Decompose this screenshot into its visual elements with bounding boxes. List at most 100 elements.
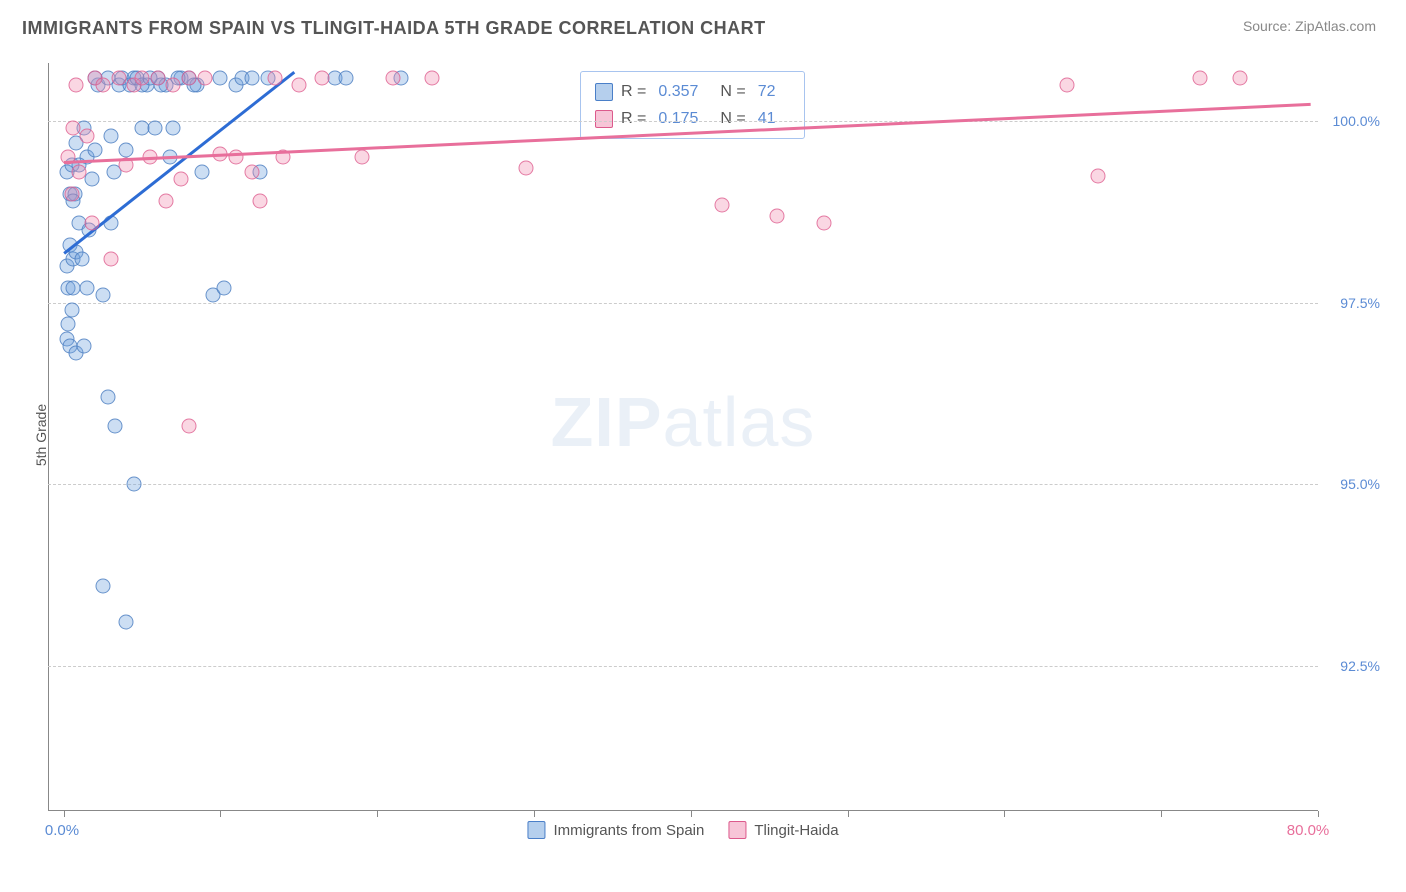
legend-swatch-pink — [595, 110, 613, 128]
scatter-point — [103, 128, 118, 143]
x-tick — [377, 811, 378, 817]
scatter-point — [66, 121, 81, 136]
scatter-point — [166, 121, 181, 136]
scatter-point — [354, 150, 369, 165]
legend-swatch-blue — [595, 83, 613, 101]
scatter-point — [64, 302, 79, 317]
scatter-point — [77, 339, 92, 354]
x-axis-label-left: 0.0% — [45, 822, 79, 839]
x-axis-line — [48, 810, 1318, 811]
scatter-point — [80, 128, 95, 143]
scatter-point — [174, 172, 189, 187]
legend-n-value-blue: 72 — [758, 78, 776, 105]
series-name-pink: Tlingit-Haida — [754, 822, 838, 839]
scatter-point — [66, 281, 81, 296]
scatter-point — [80, 281, 95, 296]
legend-r-value-blue: 0.357 — [658, 78, 698, 105]
legend-n-label: N = — [720, 105, 745, 132]
x-tick — [1161, 811, 1162, 817]
chart-header: IMMIGRANTS FROM SPAIN VS TLINGIT-HAIDA 5… — [0, 0, 1406, 49]
legend-swatch-blue — [527, 821, 545, 839]
gridline-h — [48, 121, 1318, 122]
scatter-point — [69, 77, 84, 92]
source-label: Source: — [1243, 18, 1291, 34]
scatter-point — [315, 70, 330, 85]
scatter-point — [385, 70, 400, 85]
chart-container: 5th Grade ZIPatlas R = 0.357 N = 72 R = … — [40, 55, 1390, 815]
x-tick — [848, 811, 849, 817]
legend-r-label: R = — [621, 78, 646, 105]
scatter-point — [119, 615, 134, 630]
scatter-point — [817, 215, 832, 230]
y-axis-title: 5th Grade — [33, 404, 49, 466]
scatter-point — [338, 70, 353, 85]
scatter-point — [291, 77, 306, 92]
scatter-point — [84, 172, 99, 187]
scatter-point — [95, 288, 110, 303]
scatter-point — [197, 70, 212, 85]
x-tick — [534, 811, 535, 817]
scatter-point — [166, 77, 181, 92]
series-name-blue: Immigrants from Spain — [553, 822, 704, 839]
chart-title: IMMIGRANTS FROM SPAIN VS TLINGIT-HAIDA 5… — [22, 18, 766, 39]
x-tick — [1004, 811, 1005, 817]
scatter-point — [127, 477, 142, 492]
scatter-point — [100, 390, 115, 405]
legend-r-value-pink: 0.175 — [658, 105, 698, 132]
scatter-point — [64, 186, 79, 201]
source-link[interactable]: ZipAtlas.com — [1295, 18, 1376, 34]
x-tick — [691, 811, 692, 817]
scatter-point — [147, 121, 162, 136]
scatter-point — [72, 164, 87, 179]
scatter-point — [1091, 168, 1106, 183]
y-tick-label: 92.5% — [1340, 658, 1380, 674]
series-legend: Immigrants from Spain Tlingit-Haida — [527, 821, 838, 839]
x-tick — [220, 811, 221, 817]
scatter-point — [1193, 70, 1208, 85]
scatter-point — [108, 419, 123, 434]
scatter-point — [61, 317, 76, 332]
scatter-point — [244, 70, 259, 85]
y-tick-label: 100.0% — [1333, 113, 1380, 129]
x-axis-label-right: 80.0% — [1287, 822, 1330, 839]
scatter-point — [111, 70, 126, 85]
watermark: ZIPatlas — [551, 382, 816, 462]
scatter-point — [213, 70, 228, 85]
scatter-point — [268, 70, 283, 85]
stats-row-blue: R = 0.357 N = 72 — [595, 78, 790, 105]
scatter-point — [95, 578, 110, 593]
legend-n-label: N = — [720, 78, 745, 105]
legend-swatch-pink — [728, 821, 746, 839]
series-legend-item-blue: Immigrants from Spain — [527, 821, 704, 839]
watermark-light: atlas — [663, 383, 816, 461]
scatter-point — [715, 197, 730, 212]
series-legend-item-pink: Tlingit-Haida — [728, 821, 838, 839]
scatter-point — [119, 143, 134, 158]
scatter-point — [158, 193, 173, 208]
scatter-point — [182, 419, 197, 434]
scatter-point — [244, 164, 259, 179]
scatter-point — [1232, 70, 1247, 85]
scatter-point — [182, 70, 197, 85]
scatter-point — [194, 164, 209, 179]
scatter-point — [770, 208, 785, 223]
x-tick — [64, 811, 65, 817]
scatter-point — [1060, 77, 1075, 92]
gridline-h — [48, 484, 1318, 485]
chart-source: Source: ZipAtlas.com — [1243, 18, 1376, 34]
scatter-point — [84, 215, 99, 230]
scatter-point — [150, 70, 165, 85]
scatter-point — [103, 252, 118, 267]
scatter-point — [75, 252, 90, 267]
y-tick-label: 97.5% — [1340, 295, 1380, 311]
y-tick-label: 95.0% — [1340, 476, 1380, 492]
scatter-point — [95, 77, 110, 92]
scatter-point — [252, 193, 267, 208]
x-tick — [1318, 811, 1319, 817]
legend-r-label: R = — [621, 105, 646, 132]
scatter-point — [216, 281, 231, 296]
watermark-bold: ZIP — [551, 383, 663, 461]
scatter-point — [135, 70, 150, 85]
scatter-point — [519, 161, 534, 176]
plot-area: ZIPatlas R = 0.357 N = 72 R = 0.175 N = … — [48, 63, 1318, 811]
